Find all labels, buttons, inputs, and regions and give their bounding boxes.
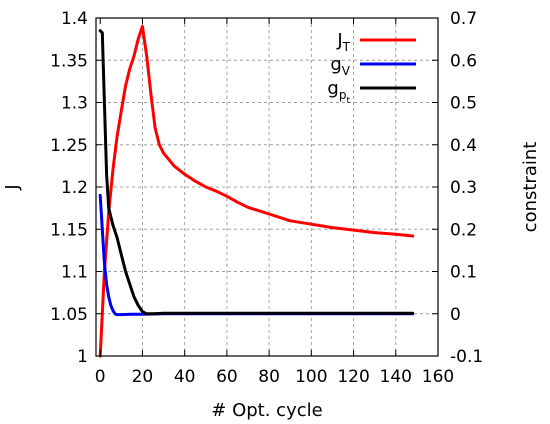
y2-tick-label: -0.1 xyxy=(450,347,483,367)
y-tick-label: 1.35 xyxy=(50,51,88,71)
y-axis-label: J xyxy=(2,184,23,190)
series-line-0 xyxy=(98,24,415,358)
y2-tick-label: 0.2 xyxy=(450,220,477,240)
y-tick-label: 1.15 xyxy=(50,220,88,240)
series-line-2 xyxy=(98,29,415,316)
tick-labels: 0 20 40 60 80 100 120 140 160 1 1.05 1.1 1.15 1.2 1.25… xyxy=(50,9,483,387)
y2-tick-label: 0.6 xyxy=(450,51,477,71)
legend-label-1: gV xyxy=(330,54,350,78)
x-tick-label: 140 xyxy=(380,367,412,387)
y-tick-label: 1 xyxy=(77,347,88,367)
y-tick-label: 1.1 xyxy=(61,263,88,283)
y-tick-label: 1.2 xyxy=(61,178,88,198)
x-tick-label: 0 xyxy=(95,367,106,387)
x-tick-label: 40 xyxy=(174,367,196,387)
x-tick-label: 120 xyxy=(337,367,369,387)
y-tick-label: 1.25 xyxy=(50,136,88,156)
y-tick-label: 1.4 xyxy=(61,9,88,29)
y-tick-label: 1.05 xyxy=(50,305,88,325)
y2-tick-label: 0.3 xyxy=(450,178,477,198)
series-line-1 xyxy=(98,193,415,317)
legend-label-0: JT xyxy=(336,30,350,54)
x-tick-label: 20 xyxy=(132,367,154,387)
y2-tick-label: 0.1 xyxy=(450,263,477,283)
x-tick-label: 100 xyxy=(295,367,327,387)
legend-label-2: gpt xyxy=(327,78,350,106)
x-tick-label: 80 xyxy=(258,367,280,387)
x-tick-label: 160 xyxy=(422,367,454,387)
y-tick-label: 1.3 xyxy=(61,94,88,114)
y2-tick-label: 0.5 xyxy=(450,94,477,114)
y2-tick-label: 0 xyxy=(450,305,461,325)
y2-tick-label: 0.7 xyxy=(450,9,477,29)
tick-marks xyxy=(96,17,439,357)
y2-tick-label: 0.4 xyxy=(450,136,477,156)
x-tick-label: 60 xyxy=(216,367,238,387)
x-axis-label: # Opt. cycle xyxy=(211,400,322,421)
series-lines xyxy=(98,24,415,358)
y2-axis-label: constraint xyxy=(520,142,541,233)
